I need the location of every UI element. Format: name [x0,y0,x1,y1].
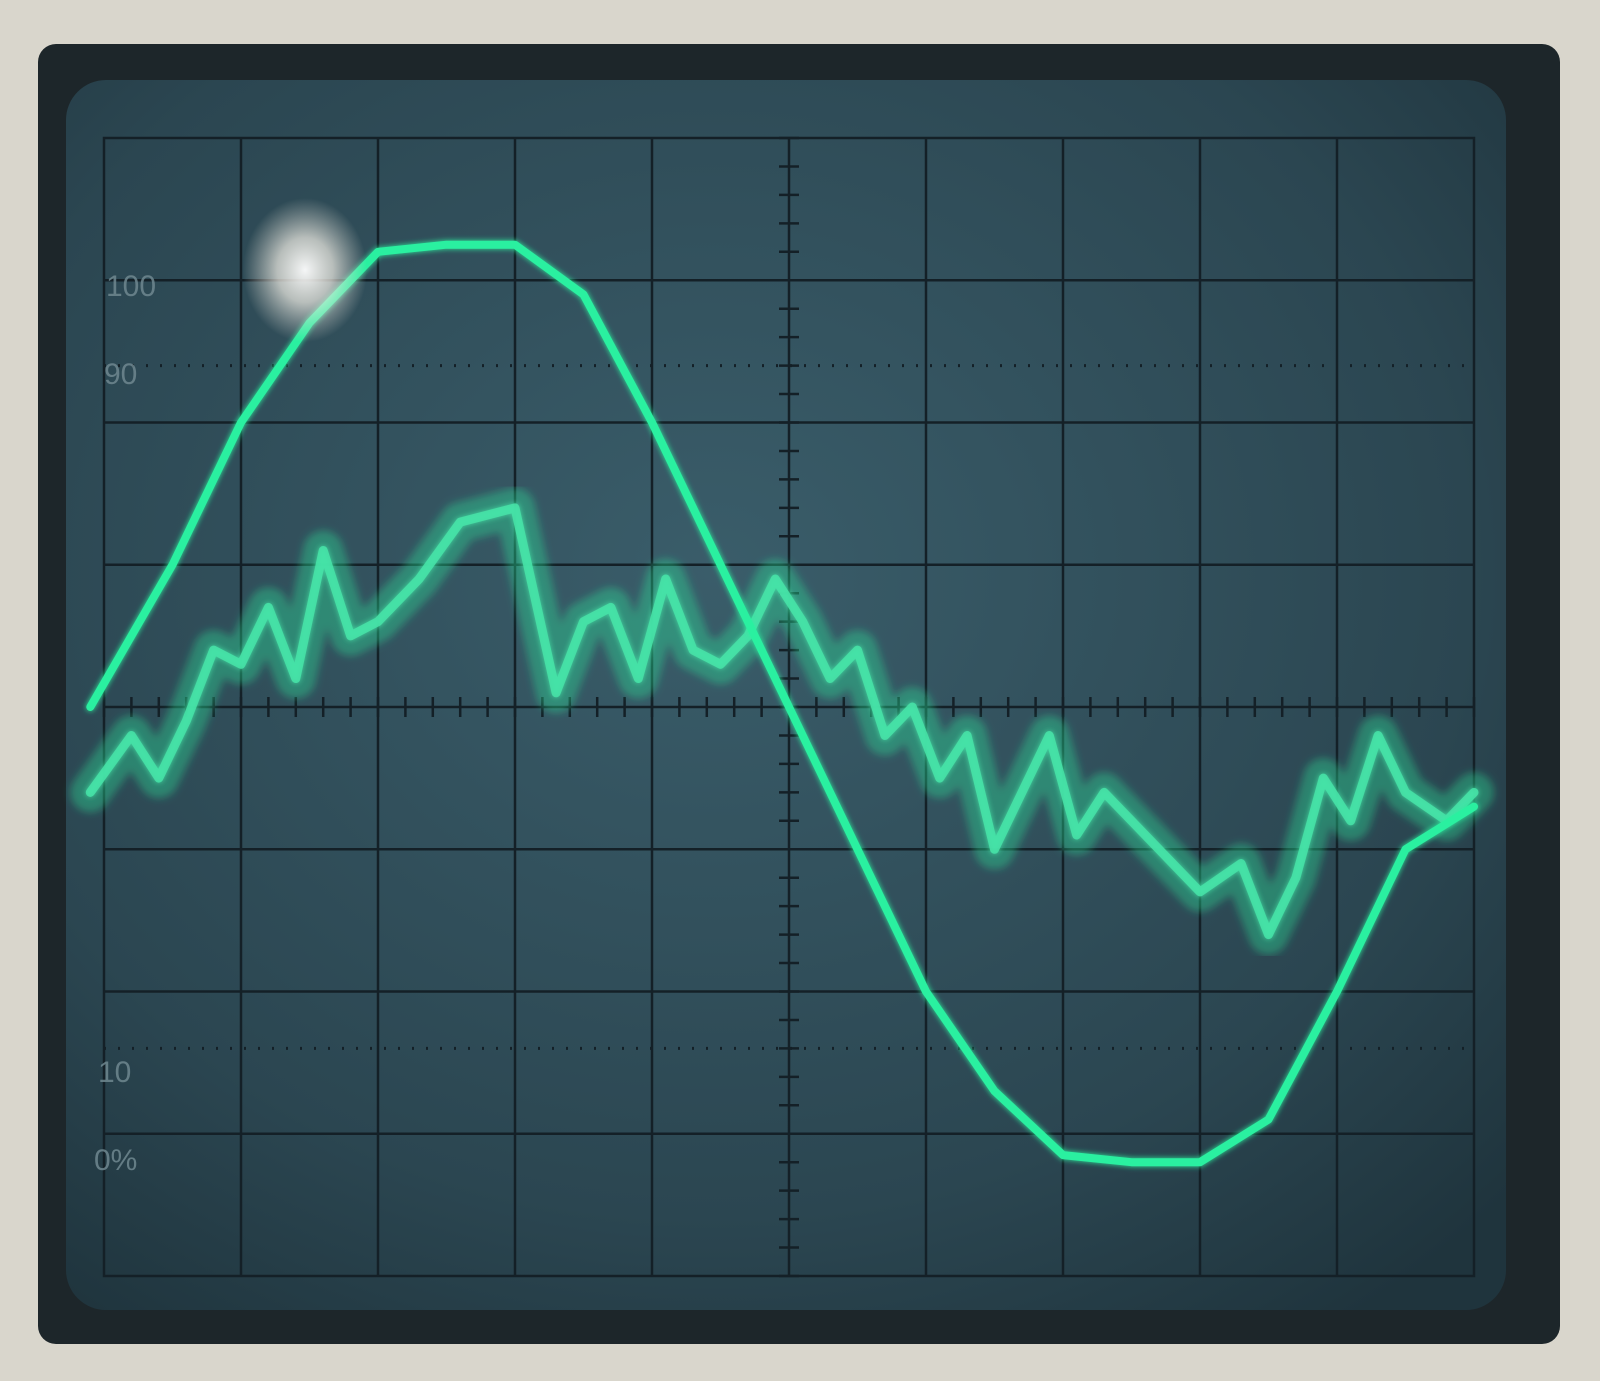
label-90: 90 [104,358,137,391]
noisy-trace [85,503,1479,940]
label-100: 100 [106,270,156,303]
label-10: 10 [98,1056,131,1089]
label-0-percent: 0% [94,1144,137,1177]
center-axis-ticks [102,136,1476,1278]
screen-glare [243,198,367,342]
